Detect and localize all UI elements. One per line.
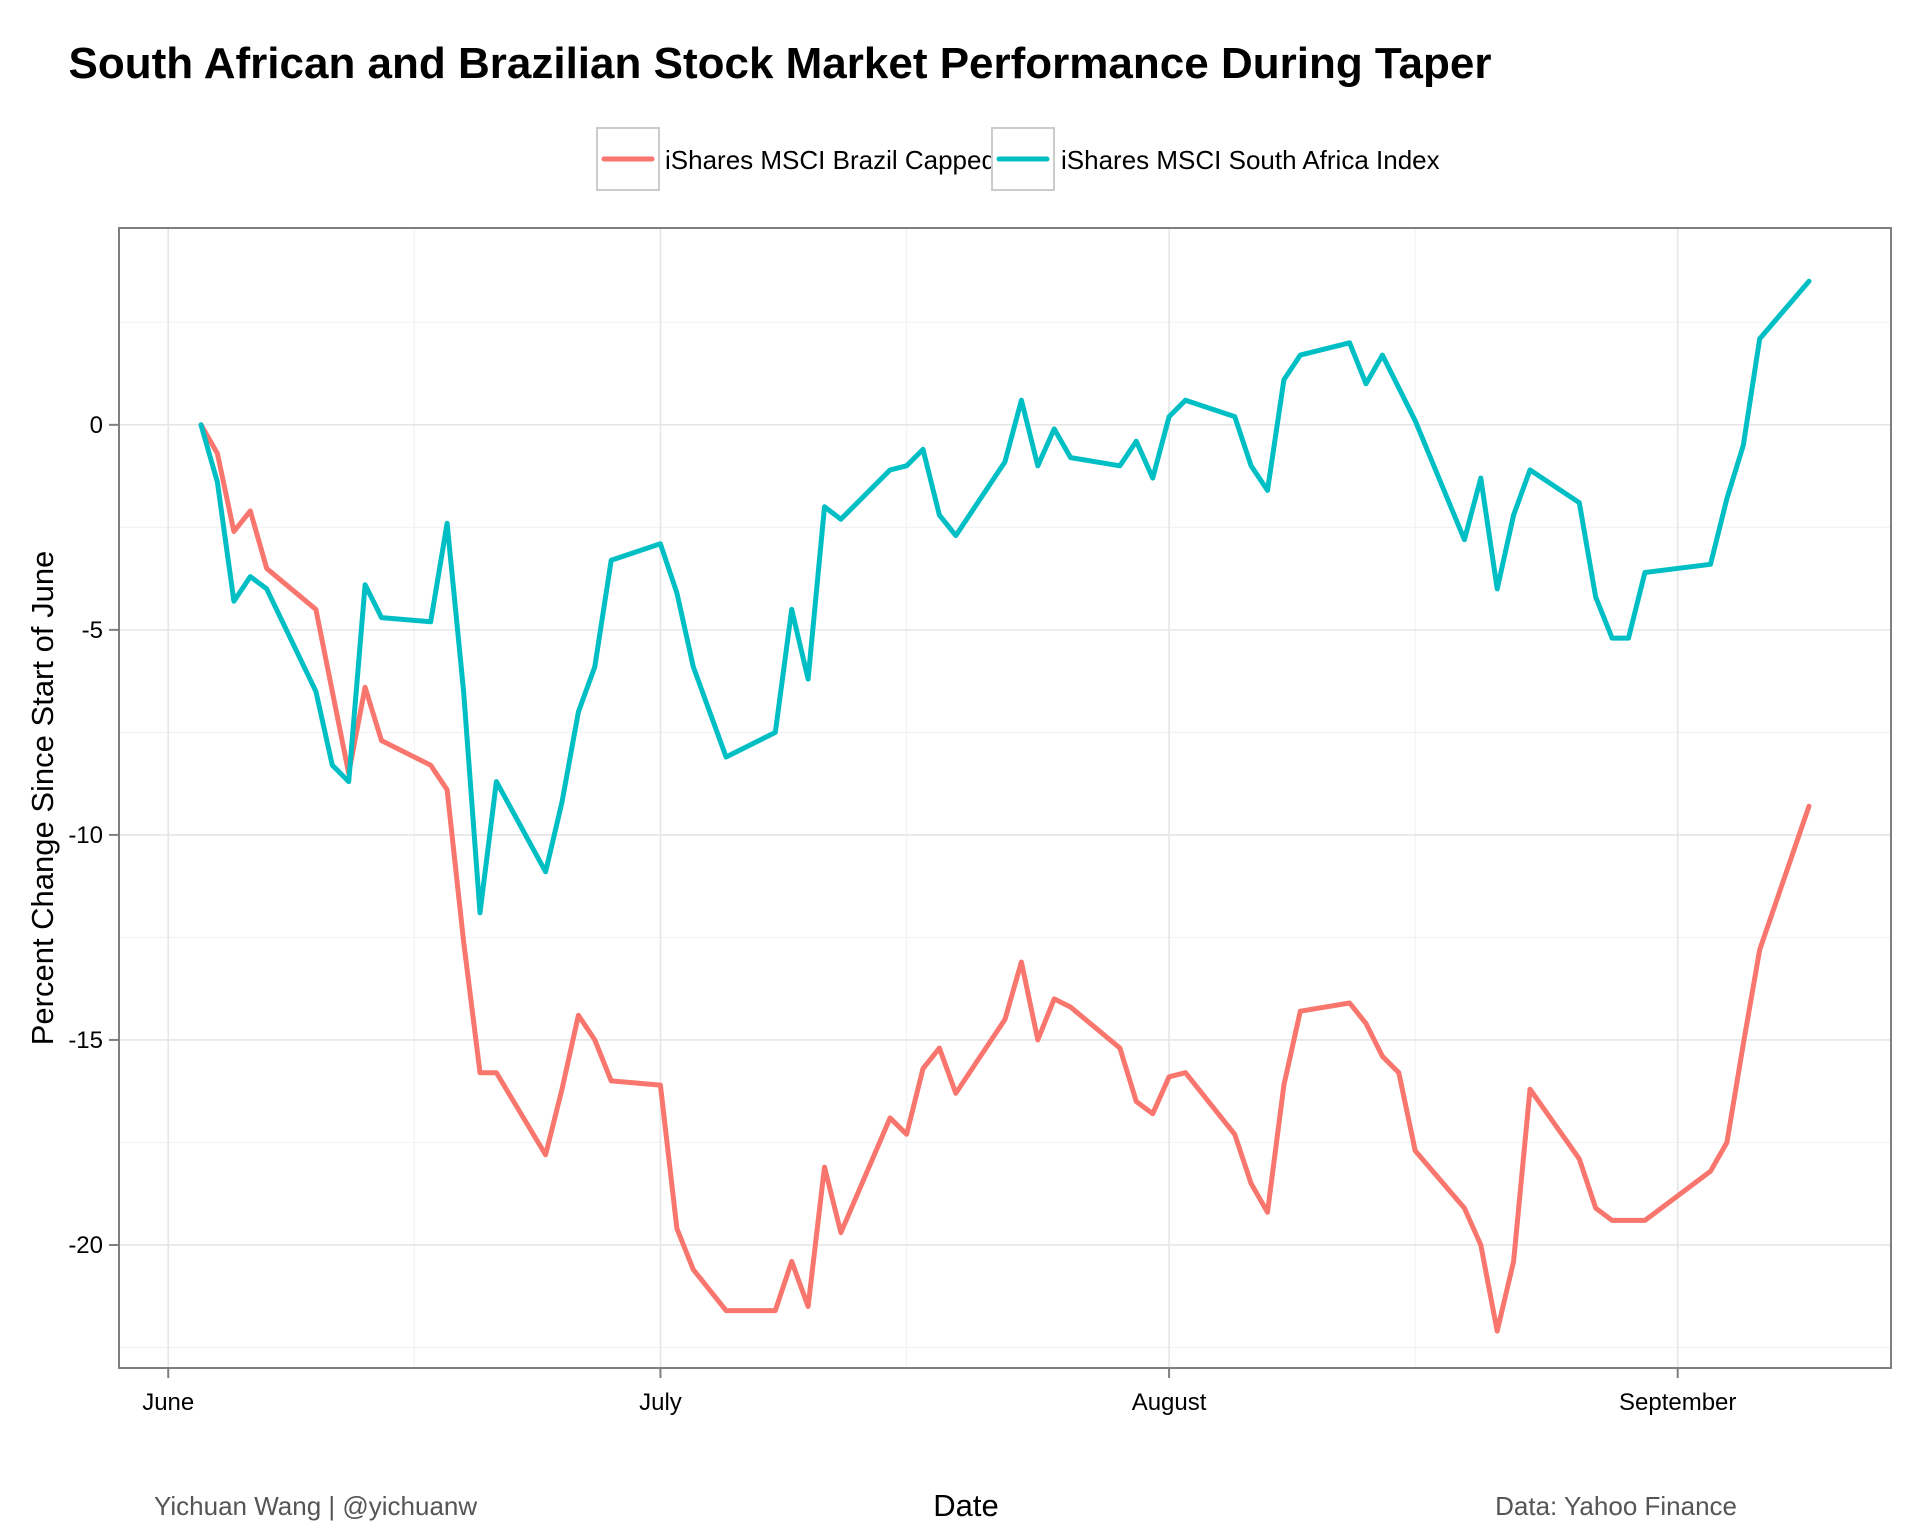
legend-label-brazil: iShares MSCI Brazil Capped xyxy=(665,145,996,175)
y-tick-label: -20 xyxy=(68,1232,103,1259)
plot-series xyxy=(198,278,1812,1334)
series-line-brazil xyxy=(198,422,1812,1334)
x-tick-label: July xyxy=(639,1389,682,1416)
plot-border xyxy=(118,227,1892,1369)
series-line-south-africa xyxy=(198,278,1812,916)
x-tick-label: August xyxy=(1132,1389,1207,1416)
x-tick-label: June xyxy=(142,1389,194,1416)
y-tick-label: -15 xyxy=(68,1027,103,1054)
x-tick-label: September xyxy=(1619,1389,1736,1416)
x-axis-title: Date xyxy=(933,1488,998,1523)
x-axis: June July August September xyxy=(142,1368,1736,1416)
chart-title: South African and Brazilian Stock Market… xyxy=(69,39,1492,88)
y-tick-label: -10 xyxy=(68,822,103,849)
y-axis: -20 -15 -10 -5 0 xyxy=(68,412,119,1259)
legend: iShares MSCI Brazil Capped iShares MSCI … xyxy=(596,127,1440,191)
y-axis-title: Percent Change Since Start of June xyxy=(25,551,60,1046)
y-tick-label: 0 xyxy=(90,412,103,439)
footer-source: Data: Yahoo Finance xyxy=(1495,1491,1737,1521)
footer-author: Yichuan Wang | @yichuanw xyxy=(154,1491,477,1521)
y-tick-label: -5 xyxy=(82,617,103,644)
plot-gridlines xyxy=(119,228,1891,1368)
legend-label-south-africa: iShares MSCI South Africa Index xyxy=(1061,145,1440,175)
